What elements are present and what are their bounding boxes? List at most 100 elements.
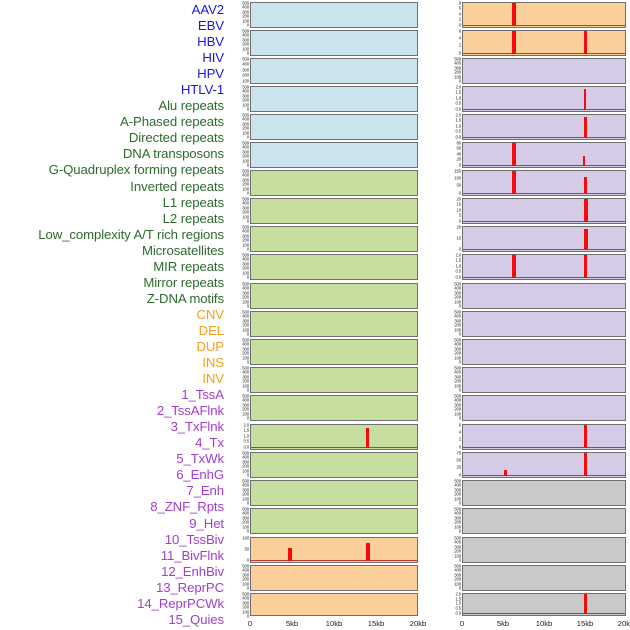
track-label: HPV [197, 66, 224, 82]
track-panel [250, 395, 418, 421]
axis-baseline [463, 446, 625, 448]
yaxis-tick-label: 0 [246, 557, 249, 563]
yaxis-tick-label: 0 [246, 359, 249, 365]
track-label: L2 repeats [162, 210, 224, 226]
yaxis-tick-label: 200 [454, 519, 461, 525]
yaxis-tick-label: 200 [242, 519, 249, 525]
yaxis-tick-label: 400 [242, 116, 249, 122]
yaxis-tick-label: 2.0 [243, 422, 249, 428]
axis-baseline [463, 474, 625, 476]
yaxis-tick-label: 400 [242, 397, 249, 403]
track-label: CNV [196, 306, 224, 322]
yaxis-tick-label: 500 [454, 281, 461, 287]
yaxis-tick-label: 100 [454, 411, 461, 417]
axis-baseline [463, 220, 625, 222]
yaxis-tick-label: 20 [456, 224, 462, 230]
yaxis-tick-label: 2.0 [455, 112, 461, 118]
yaxis-tick-label: 400 [242, 172, 249, 178]
yaxis-tick-label: 500 [242, 563, 249, 569]
yaxis-tick-label: 1.0 [243, 433, 249, 439]
yaxis-tick-label: 0 [246, 331, 249, 337]
axis-baseline [463, 276, 625, 278]
yaxis-tick-label: 1.0 [455, 95, 461, 101]
yaxis-ticks: 500 400 300 200 100 0 [440, 281, 461, 309]
track-panel [250, 86, 418, 112]
yaxis-tick-label: 100 [454, 327, 461, 333]
track-panel [462, 311, 626, 337]
yaxis-tick-label: 0 [246, 246, 249, 252]
track-panel [462, 424, 626, 450]
yaxis-tick-label: 0 [246, 387, 249, 393]
yaxis-tick-label: 0 [458, 415, 461, 421]
yaxis-tick-label: 300 [242, 205, 249, 211]
track-panel [250, 114, 418, 140]
yaxis-tick-label: 200 [242, 294, 249, 300]
yaxis-tick-label: 500 [454, 365, 461, 371]
yaxis-tick-label: 400 [454, 60, 461, 66]
axis-baseline [251, 446, 417, 448]
yaxis-tick-label: 300 [454, 402, 461, 408]
yaxis-tick-label: 400 [242, 510, 249, 516]
yaxis-tick-label: 300 [242, 487, 249, 493]
yaxis-tick-label: 2 [458, 42, 461, 48]
yaxis-tick-label: 300 [454, 515, 461, 521]
yaxis-tick-label: 4 [458, 35, 461, 41]
xaxis-tick-label: 15kb [576, 619, 594, 628]
track-panel [462, 367, 626, 393]
track-panel [250, 58, 418, 84]
yaxis-tick-label: 0.0 [455, 134, 461, 140]
yaxis-tick-label: 500 [242, 56, 249, 62]
xaxis-tick-label: 10kb [535, 619, 553, 628]
track-label: DEL [198, 322, 224, 338]
yaxis-tick-label: 300 [242, 600, 249, 606]
yaxis-tick-label: 0 [246, 303, 249, 309]
yaxis-tick-label: 100 [242, 299, 249, 305]
yaxis-tick-label: 50 [456, 182, 462, 188]
yaxis-tick-label: 500 [454, 337, 461, 343]
yaxis-ticks: 2.0 1.5 1.0 0.5 0.0 [440, 112, 461, 140]
yaxis-tick-label: 2 [458, 436, 461, 442]
yaxis-tick-label: 200 [242, 125, 249, 131]
track-label: HIV [202, 50, 224, 66]
yaxis-ticks: 2.0 1.5 1.0 0.5 0.0 [440, 253, 461, 280]
yaxis-tick-label: 0 [246, 528, 249, 534]
yaxis-tick-label: 200 [242, 41, 249, 47]
yaxis-tick-label: 0 [246, 472, 249, 478]
yaxis-tick-label: 0.5 [455, 605, 461, 611]
yaxis-tick-label: 300 [242, 346, 249, 352]
xaxis-tick-label: 20kb [617, 619, 630, 628]
xaxis-tick-label: 0 [459, 619, 465, 628]
yaxis-tick-label: 300 [454, 65, 461, 71]
track-label: DUP [196, 338, 224, 354]
track-panel [250, 2, 418, 28]
yaxis-tick-label: 200 [242, 265, 249, 271]
data-spike [512, 3, 517, 26]
data-spike [512, 255, 517, 278]
yaxis-tick-label: 400 [454, 567, 461, 573]
yaxis-tick-label: 300 [242, 37, 249, 43]
data-spike [512, 171, 517, 194]
yaxis-tick-label: 60 [456, 145, 462, 151]
yaxis-tick-label: 300 [242, 9, 249, 15]
yaxis-tick-label: 100 [242, 581, 249, 587]
track-label: EBV [197, 18, 224, 34]
yaxis-tick-label: 200 [242, 153, 249, 159]
track-label: INS [202, 355, 224, 371]
track-panel [462, 537, 626, 563]
yaxis-tick-label: 100 [454, 524, 461, 530]
yaxis-tick-label: 500 [242, 168, 249, 174]
data-spike [288, 548, 292, 561]
yaxis-ticks: 500 400 300 200 100 0 [228, 253, 249, 280]
yaxis-tick-label: 400 [454, 341, 461, 347]
yaxis-tick-label: 500 [454, 56, 461, 62]
yaxis-tick-label: 100 [454, 299, 461, 305]
yaxis-tick-label: 100 [242, 383, 249, 389]
yaxis-tick-label: 500 [454, 535, 461, 541]
track-panel [462, 198, 626, 224]
yaxis-tick-label: 400 [454, 539, 461, 545]
yaxis-ticks: 500 400 300 200 100 0 [228, 563, 249, 591]
yaxis-tick-label: 300 [242, 290, 249, 296]
track-panel [462, 114, 626, 140]
